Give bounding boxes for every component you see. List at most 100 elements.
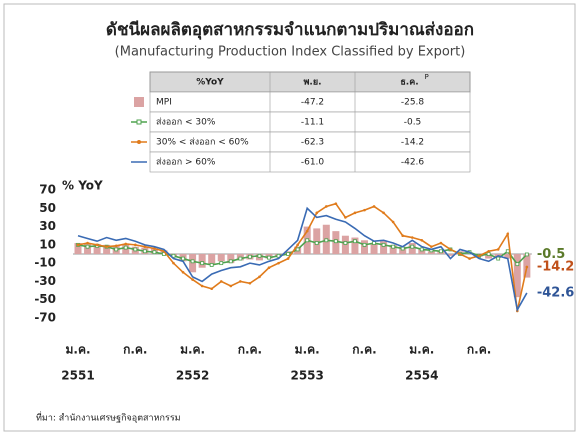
marker xyxy=(305,229,309,233)
marker xyxy=(410,236,414,239)
marker xyxy=(449,248,452,251)
marker xyxy=(286,252,291,256)
marker xyxy=(496,248,500,251)
marker xyxy=(114,244,118,248)
marker xyxy=(114,247,119,252)
marker xyxy=(420,238,424,242)
legend-swatch xyxy=(134,97,144,107)
marker xyxy=(458,252,462,256)
marker xyxy=(181,256,185,261)
end-label: -42.6 xyxy=(537,285,574,300)
marker xyxy=(219,280,223,283)
bar xyxy=(485,254,493,259)
marker xyxy=(325,205,328,208)
table-header: พ.ย. xyxy=(303,78,321,88)
y-tick-label: 70 xyxy=(39,183,56,197)
marker xyxy=(391,220,395,224)
legend-marker xyxy=(136,119,142,125)
x-year-label: 2552 xyxy=(176,369,209,383)
marker xyxy=(172,261,175,265)
marker xyxy=(295,247,300,252)
marker xyxy=(496,256,501,261)
marker xyxy=(134,243,137,247)
marker xyxy=(344,216,347,219)
marker xyxy=(257,253,262,258)
bar xyxy=(380,241,388,254)
marker xyxy=(95,243,99,247)
marker xyxy=(105,245,108,248)
bar xyxy=(513,254,521,298)
bar xyxy=(103,244,111,254)
marker xyxy=(191,278,194,281)
legend-label: ส่งออก > 60% xyxy=(156,158,216,168)
x-tick-label: ก.ค. xyxy=(238,343,262,357)
source: ที่มา: สำนักงานเศรษฐกิจอุตสาหกรรม xyxy=(36,411,181,424)
y-axis-label: % YoY xyxy=(62,179,103,193)
marker xyxy=(228,259,233,264)
bar xyxy=(418,249,426,254)
bar xyxy=(198,254,206,268)
series-line xyxy=(77,202,528,312)
legend-label: ส่งออก < 30% xyxy=(156,118,216,128)
legend-label: 30% < ส่งออก < 60% xyxy=(156,138,249,148)
x-year-label: 2551 xyxy=(61,369,94,383)
chart-title: ดัชนีผลผลิตอุตสาหกรรมจำแนกตามปริมาณส่งออ… xyxy=(106,19,474,40)
bar xyxy=(74,243,82,254)
marker xyxy=(123,245,128,250)
bar xyxy=(351,237,359,254)
bar xyxy=(217,254,225,262)
marker xyxy=(171,253,176,258)
marker xyxy=(286,257,290,260)
table-header: ธ.ค. xyxy=(400,78,418,88)
bar xyxy=(227,254,235,264)
marker xyxy=(439,241,443,245)
marker xyxy=(277,261,280,265)
marker xyxy=(86,241,89,245)
x-tick-label: ก.ค. xyxy=(123,343,147,357)
marker xyxy=(410,244,415,249)
x-tick-label: ก.ค. xyxy=(467,343,491,357)
table-cell: -62.3 xyxy=(301,138,324,148)
marker xyxy=(506,232,510,236)
y-tick-label: -30 xyxy=(34,274,56,288)
marker xyxy=(324,238,329,243)
marker xyxy=(438,249,443,254)
marker xyxy=(486,252,491,256)
x-tick-label: ม.ค. xyxy=(65,343,90,357)
y-tick-label: -70 xyxy=(34,311,56,325)
table-cell: -11.1 xyxy=(301,118,324,128)
marker xyxy=(430,245,433,248)
marker xyxy=(219,261,224,266)
marker xyxy=(515,262,520,267)
bar xyxy=(427,251,435,254)
marker xyxy=(401,234,405,238)
x-year-label: 2554 xyxy=(405,369,438,383)
marker xyxy=(505,249,510,254)
y-tick-label: 50 xyxy=(39,201,56,215)
x-tick-label: ม.ค. xyxy=(295,343,320,357)
table-row xyxy=(149,151,471,173)
marker xyxy=(524,252,529,257)
marker xyxy=(267,255,271,260)
legend-marker xyxy=(137,140,141,144)
legend-label: MPI xyxy=(156,98,172,108)
x-tick-label: ก.ค. xyxy=(352,343,376,357)
marker xyxy=(124,242,128,246)
marker xyxy=(76,243,80,247)
marker xyxy=(468,257,471,260)
y-tick-label: -50 xyxy=(34,292,56,306)
table-cell: -0.5 xyxy=(404,118,422,128)
marker xyxy=(419,247,424,252)
marker xyxy=(381,242,386,247)
bar xyxy=(208,254,216,265)
marker xyxy=(133,247,138,252)
table-cell: -14.2 xyxy=(401,138,424,148)
marker xyxy=(333,239,338,244)
bar xyxy=(93,243,101,254)
marker xyxy=(181,270,185,274)
y-tick-label: 10 xyxy=(39,237,56,251)
marker xyxy=(143,245,147,248)
marker xyxy=(353,239,357,244)
bar xyxy=(361,240,368,254)
chart-subtitle: (Manufacturing Production Index Classifi… xyxy=(115,45,466,60)
